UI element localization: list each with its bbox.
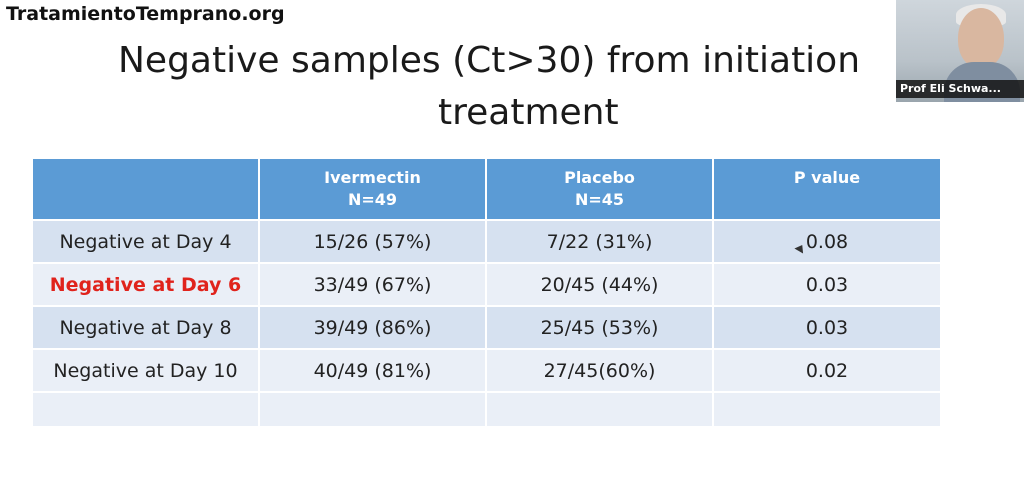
spacer-cell [33,393,260,426]
ivermectin-value: 40/49 (81%) [260,350,487,391]
header-cell-placebo: Placebo N=45 [487,159,714,219]
spacer-cell [260,393,487,426]
p-value: 0.03 [805,316,849,339]
row-label: Negative at Day 4 [33,221,260,262]
row-label-highlighted: Negative at Day 6 [33,264,260,305]
header-placebo-label: Placebo [564,168,635,187]
placebo-value: 25/45 (53%) [487,307,714,348]
header-p-value-label: P value [793,168,861,187]
ivermectin-value: 15/26 (57%) [260,221,487,262]
slide-title-line1: Negative samples (Ct>30) from initiation [118,40,861,81]
header-ivermectin-label: Ivermectin [324,168,421,187]
header-cell-empty [33,159,260,219]
participant-face [958,8,1004,68]
slide-title-line2: treatment [438,92,619,133]
table-row: Negative at Day 4 15/26 (57%) 7/22 (31%)… [33,221,940,264]
participant-name-label: Prof Eli Schwa... [896,80,1024,98]
placebo-value: 7/22 (31%) [487,221,714,262]
p-value: 0.02 [805,359,849,382]
table-spacer-row [33,393,940,428]
header-ivermectin-n: N=49 [347,190,398,209]
header-cell-ivermectin: Ivermectin N=49 [260,159,487,219]
participant-video-tile[interactable]: Prof Eli Schwa... [896,0,1024,102]
table-header-row: Ivermectin N=49 Placebo N=45 P value [33,159,940,221]
site-watermark: TratamientoTemprano.org [6,3,285,25]
table-row: Negative at Day 8 39/49 (86%) 25/45 (53%… [33,307,940,350]
ivermectin-value: 33/49 (67%) [260,264,487,305]
row-label: Negative at Day 8 [33,307,260,348]
row-label: Negative at Day 10 [33,350,260,391]
spacer-cell [487,393,714,426]
spacer-cell [714,393,940,426]
ivermectin-value: 39/49 (86%) [260,307,487,348]
table-row: Negative at Day 10 40/49 (81%) 27/45(60%… [33,350,940,393]
header-cell-p-value: P value [714,159,940,219]
table-row: Negative at Day 6 33/49 (67%) 20/45 (44%… [33,264,940,307]
placebo-value: 27/45(60%) [487,350,714,391]
placebo-value: 20/45 (44%) [487,264,714,305]
header-placebo-n: N=45 [574,190,625,209]
p-value: 0.03 [805,273,849,296]
results-table: Ivermectin N=49 Placebo N=45 P value Neg… [33,159,940,428]
p-value: 0.08 [805,230,849,253]
